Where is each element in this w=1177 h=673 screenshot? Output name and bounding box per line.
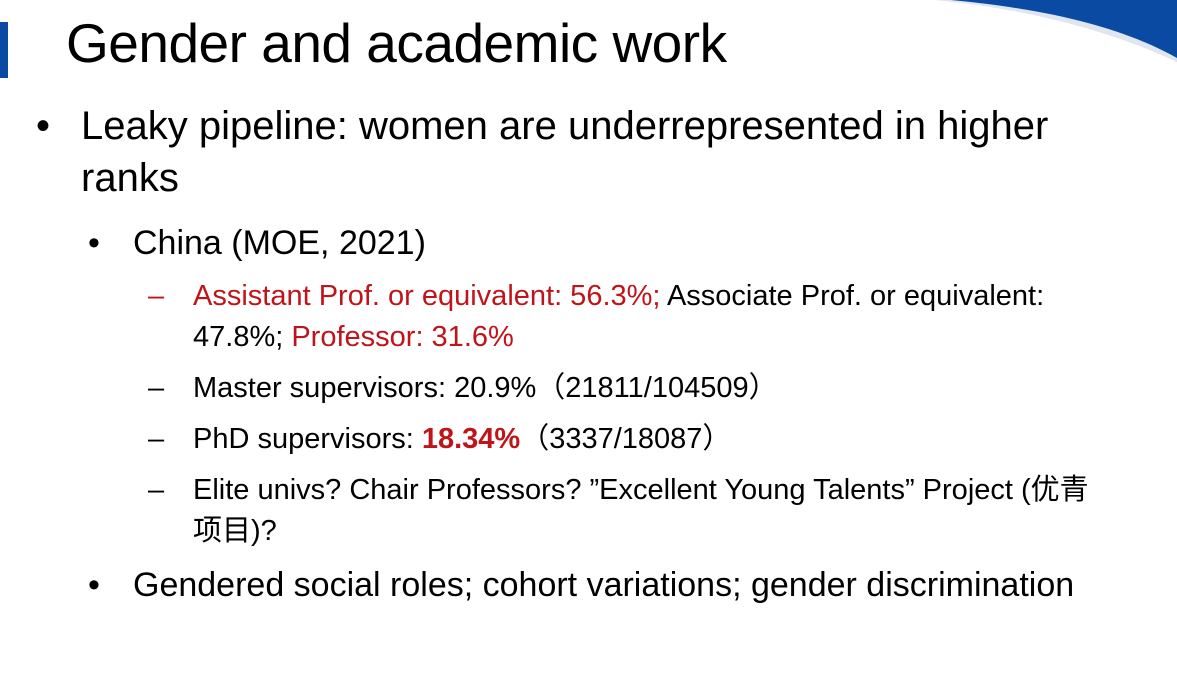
bullet-text: Leaky pipeline: women are underrepresent…	[81, 104, 1049, 200]
bullet-dash-icon: –	[148, 372, 165, 404]
title-accent-bar	[0, 22, 8, 78]
bullet-text: Assistant Prof. or equivalent: 56.3%; As…	[193, 276, 1108, 358]
bullet-text: Master supervisors: 20.9%（21811/104509）	[193, 372, 778, 404]
bullet-text: Elite univs? Chair Professors? ”Excellen…	[193, 474, 1089, 547]
bullet-leaky-pipeline: • Leaky pipeline: women are underreprese…	[36, 100, 1136, 204]
header-swoosh-decoration	[935, 0, 1177, 62]
bullet-dash-icon: –	[148, 280, 165, 312]
bullet-dash-icon: –	[148, 474, 165, 506]
bullet-gendered-roles: • Gendered social roles; cohort variatio…	[88, 563, 1088, 607]
phd-percentage: 18.34%	[421, 423, 521, 455]
phd-ratio: （3337/18087）	[520, 423, 732, 455]
assistant-prof-stat: Assistant Prof. or equivalent: 56.3%;	[193, 280, 661, 312]
bullet-dot-icon: •	[36, 104, 51, 148]
bullet-elite-univs: – Elite univs? Chair Professors? ”Excell…	[148, 470, 1108, 552]
bullet-dash-icon: –	[148, 423, 165, 455]
bullet-china: • China (MOE, 2021)	[88, 221, 1088, 265]
associate-prof-stat: Associate Prof. or equivalent: 47.8%;	[193, 280, 1045, 353]
bullet-ranks: – Assistant Prof. or equivalent: 56.3%; …	[148, 276, 1108, 358]
bullet-master-supervisors: – Master supervisors: 20.9%（21811/104509…	[148, 368, 1108, 409]
bullet-phd-supervisors: – PhD supervisors: 18.34%（3337/18087）	[148, 419, 1108, 460]
bullet-dot-icon: •	[88, 566, 100, 604]
bullet-dot-icon: •	[88, 224, 100, 262]
slide-title: Gender and academic work	[66, 12, 727, 74]
bullet-text: PhD supervisors: 18.34%（3337/18087）	[193, 419, 1108, 460]
professor-stat: Professor: 31.6%	[291, 321, 514, 353]
bullet-text: Gendered social roles; cohort variations…	[133, 566, 1075, 604]
phd-label: PhD supervisors:	[193, 423, 422, 455]
bullet-text: China (MOE, 2021)	[133, 224, 426, 262]
